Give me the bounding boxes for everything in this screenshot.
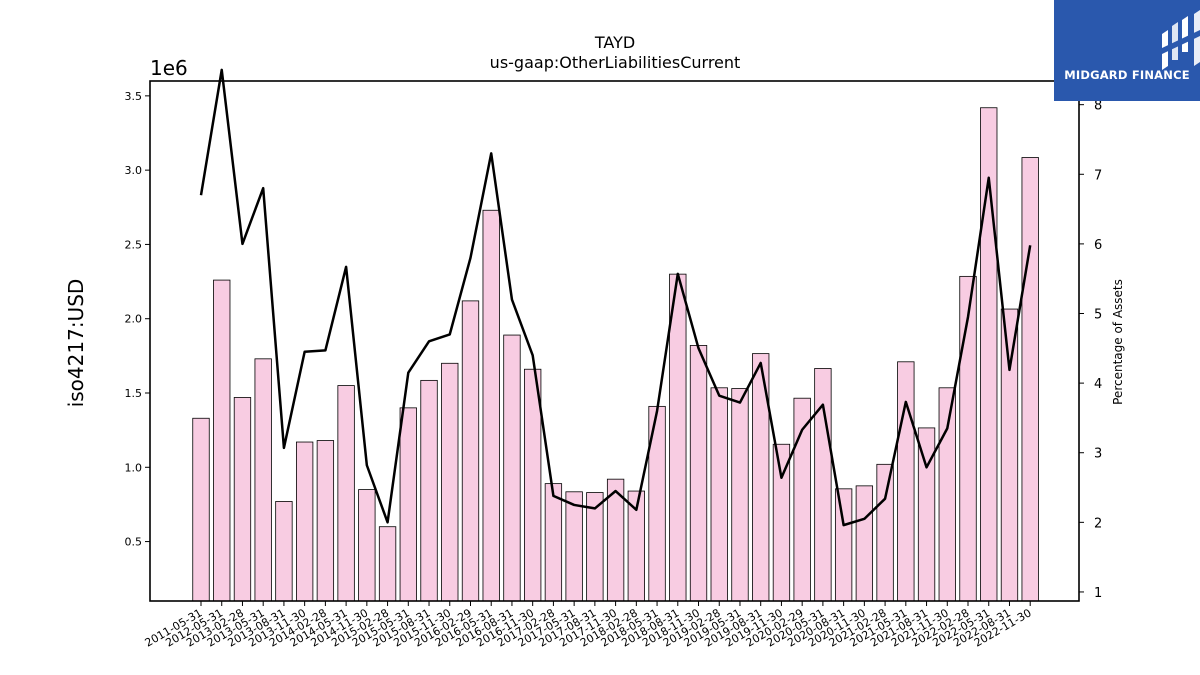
y-offset-label: 1e6 <box>150 56 188 80</box>
bars-layer <box>192 107 1039 602</box>
bar <box>689 345 708 602</box>
bar <box>441 362 459 602</box>
y2-tick-label: 8 <box>1094 99 1102 114</box>
axes-layer: 0.51.01.52.02.53.03.5123456782011-05-312… <box>125 90 1103 650</box>
bar <box>275 501 293 602</box>
bar <box>876 463 894 602</box>
bar <box>337 385 355 602</box>
bar <box>503 334 521 602</box>
bar <box>461 300 480 602</box>
y2-tick-label: 5 <box>1094 308 1102 323</box>
bar <box>814 368 832 602</box>
bar <box>938 387 956 602</box>
bar <box>192 417 210 602</box>
bar <box>772 443 791 602</box>
bar <box>855 485 874 602</box>
y-tick-label: 3.0 <box>125 164 143 177</box>
bar <box>420 379 438 602</box>
y2-tick-label: 2 <box>1094 516 1102 531</box>
bar <box>669 273 687 602</box>
bar <box>565 491 583 602</box>
chart-subtitle: us-gaap:OtherLiabilitiesCurrent <box>490 53 741 72</box>
chart-title: TAYD <box>594 33 635 52</box>
bar <box>316 440 335 602</box>
bar <box>295 441 314 602</box>
y-axis-label: iso4217:USD <box>64 279 88 408</box>
y-tick-label: 3.5 <box>125 90 143 103</box>
logo-text: MIDGARD FINANCE <box>1064 68 1190 82</box>
bar <box>834 488 853 602</box>
brand-logo: MIDGARD FINANCE <box>1054 0 1200 101</box>
bar <box>233 397 252 602</box>
bar <box>731 388 749 602</box>
bar <box>378 526 397 602</box>
plot-frame <box>149 80 1080 602</box>
bar <box>710 387 728 602</box>
y-tick-label: 2.0 <box>125 313 143 326</box>
y-tick-label: 0.5 <box>125 536 143 549</box>
bar <box>1000 308 1019 602</box>
percentage-line <box>199 68 1032 527</box>
bar <box>897 361 915 602</box>
bar <box>544 483 563 602</box>
bar <box>482 209 500 602</box>
midgard-logo-icon <box>1162 10 1200 70</box>
y2-tick-label: 7 <box>1094 168 1102 183</box>
y2-tick-label: 4 <box>1094 377 1102 392</box>
bar <box>399 407 417 602</box>
bar <box>1021 157 1039 602</box>
y2-tick-label: 6 <box>1094 238 1102 253</box>
bar <box>213 279 231 602</box>
y-tick-label: 2.5 <box>125 238 143 251</box>
y-tick-label: 1.0 <box>125 461 143 474</box>
bar <box>524 368 542 602</box>
bar <box>358 489 376 602</box>
line-layer <box>199 68 1032 527</box>
bar <box>959 275 977 602</box>
y2-axis-label: Percentage of Assets <box>1111 279 1125 405</box>
y2-tick-label: 3 <box>1094 447 1102 462</box>
bar <box>254 358 272 602</box>
y2-tick-label: 1 <box>1094 586 1102 601</box>
y-tick-label: 1.5 <box>125 387 143 400</box>
